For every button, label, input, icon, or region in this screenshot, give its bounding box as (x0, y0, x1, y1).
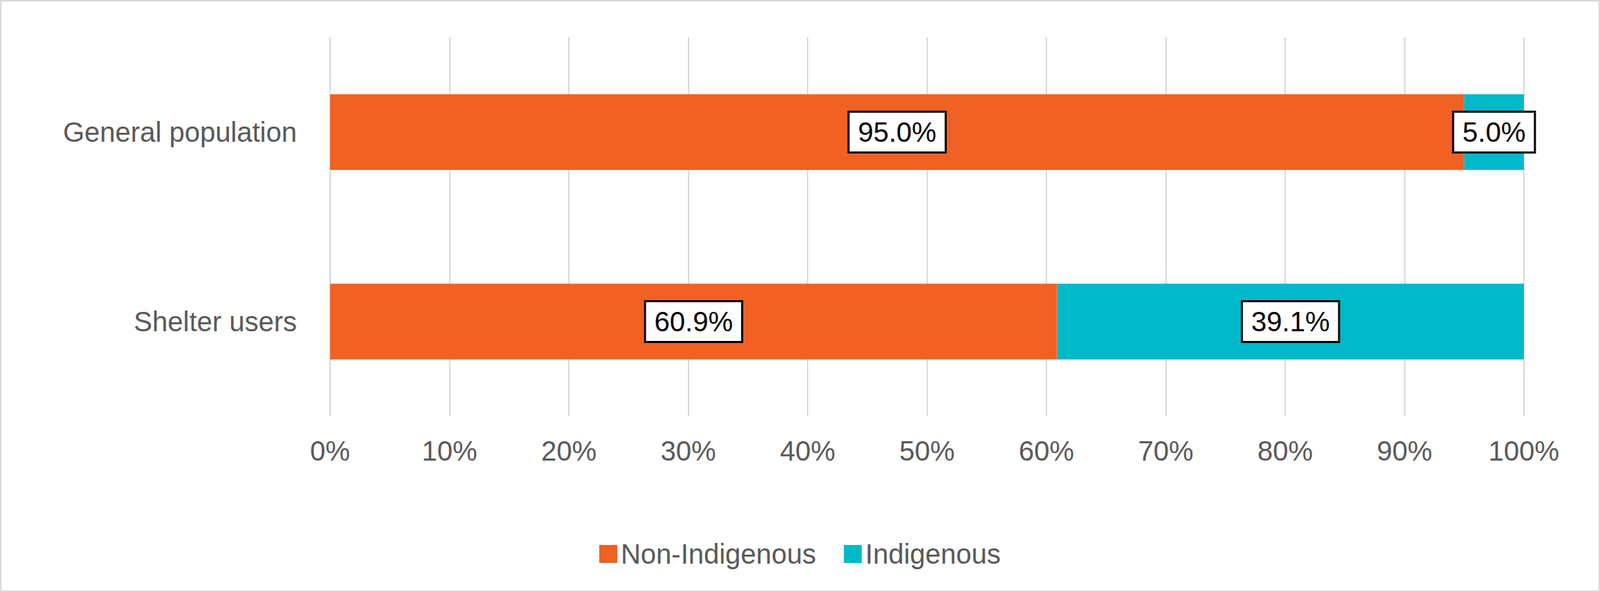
svg-text:39.1%: 39.1% (1251, 306, 1330, 338)
svg-text:70%: 70% (1137, 435, 1194, 467)
svg-text:60%: 60% (1018, 435, 1075, 467)
svg-text:30%: 30% (660, 435, 716, 467)
svg-text:95.0%: 95.0% (858, 116, 937, 148)
svg-text:90%: 90% (1376, 435, 1432, 467)
svg-text:60.9%: 60.9% (654, 306, 733, 338)
svg-text:Indigenous: Indigenous (865, 539, 1001, 570)
svg-text:0%: 0% (310, 435, 351, 467)
svg-text:5.0%: 5.0% (1462, 116, 1526, 148)
svg-text:Non-Indigenous: Non-Indigenous (620, 539, 816, 570)
svg-text:Shelter users: Shelter users (133, 306, 297, 338)
svg-text:100%: 100% (1488, 435, 1560, 467)
svg-text:40%: 40% (779, 435, 836, 467)
svg-text:General population: General population (62, 116, 297, 148)
svg-text:10%: 10% (421, 435, 477, 467)
svg-text:80%: 80% (1257, 435, 1313, 467)
svg-text:50%: 50% (898, 435, 955, 467)
svg-text:20%: 20% (541, 435, 597, 467)
